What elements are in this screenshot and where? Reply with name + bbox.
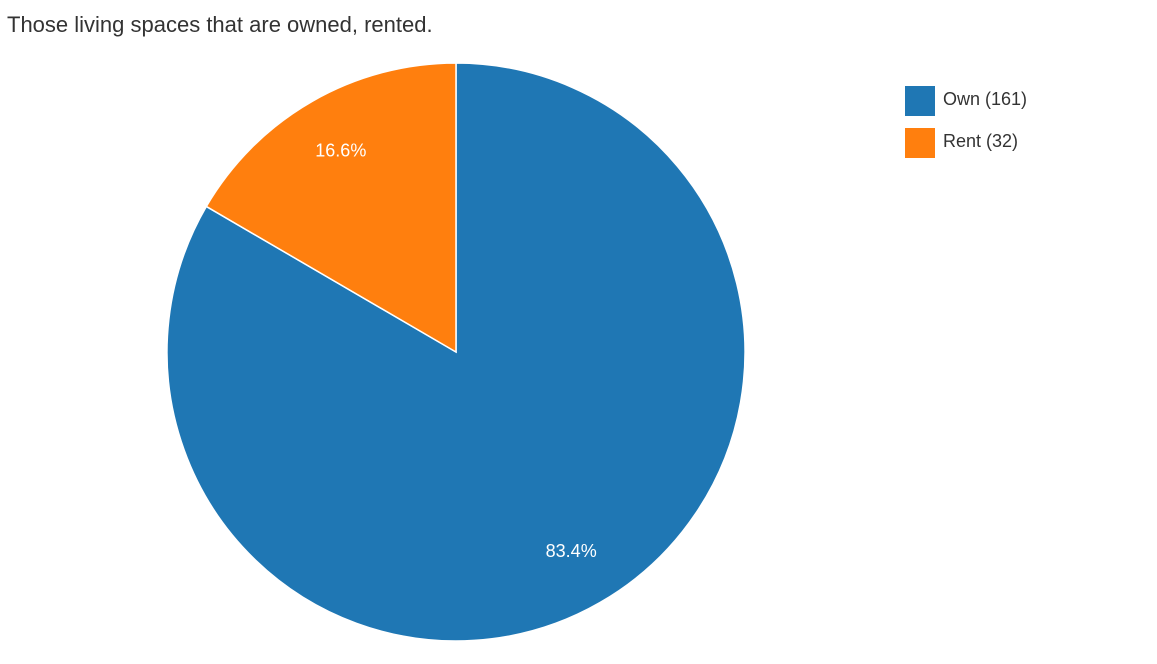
pie-slice: [205, 62, 457, 354]
legend-label: Rent (32): [943, 131, 1018, 151]
data-label: 83.4%: [546, 541, 597, 561]
chart-title: Those living spaces that are owned, rent…: [7, 12, 433, 37]
legend-swatch: [905, 128, 935, 158]
legend-swatch: [905, 86, 935, 116]
data-label: 16.6%: [315, 140, 366, 160]
legend-label: Own (161): [943, 89, 1027, 109]
